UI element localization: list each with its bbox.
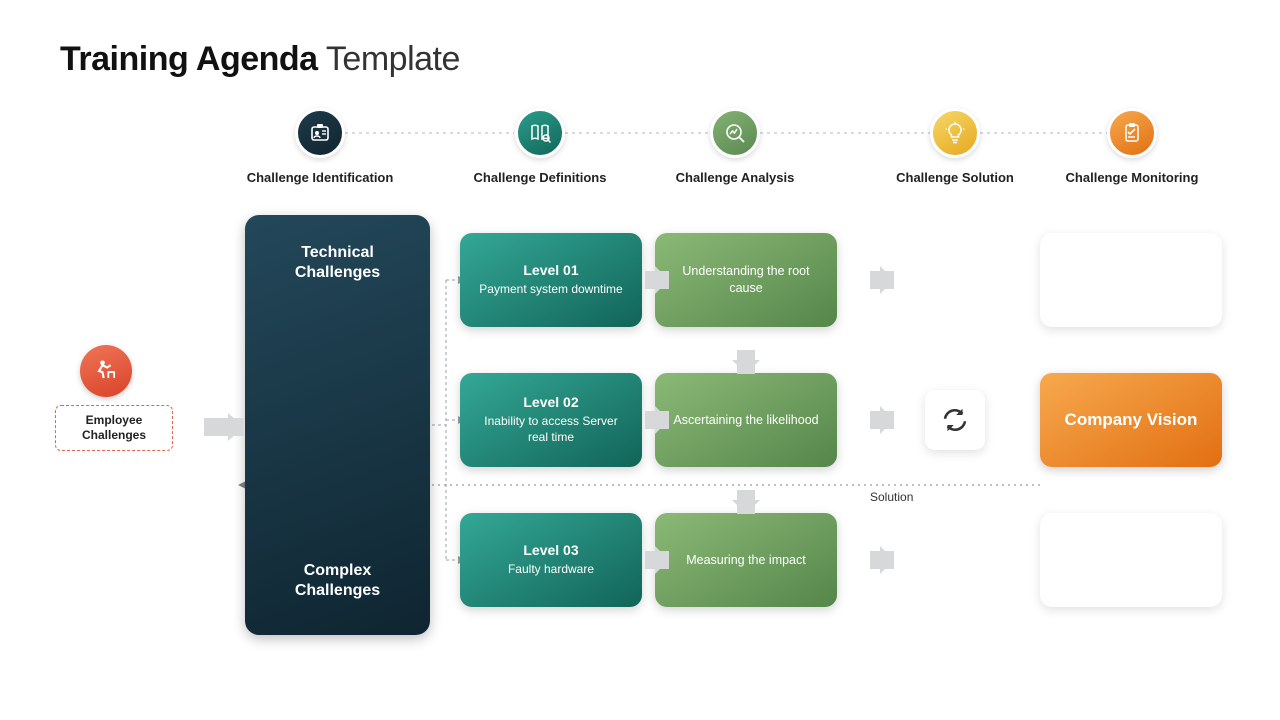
- arrow-ana-down-1: [732, 360, 760, 374]
- level-1-def: Payment system downtime: [479, 282, 622, 298]
- title-bold: Training Agenda: [60, 40, 318, 78]
- challenge-identification-column: Technical Challenges Complex Challenges: [245, 215, 430, 635]
- company-vision-card: Company Vision: [1040, 373, 1222, 467]
- level-3-def: Faulty hardware: [508, 562, 594, 578]
- stage-label-1: Challenge Identification: [230, 170, 410, 185]
- solution-label: Solution: [870, 490, 913, 504]
- stage-icon-5: [1107, 108, 1157, 158]
- clipboard-icon: [1120, 121, 1144, 145]
- hurdle-icon: [92, 357, 120, 385]
- arrow-def-ana-3: [655, 546, 669, 574]
- stage-label-2: Challenge Definitions: [450, 170, 630, 185]
- level-2-def: Inability to access Server real time: [474, 414, 628, 445]
- monitoring-card-3: [1040, 513, 1222, 607]
- level-3-title: Level 03: [523, 542, 578, 558]
- analysis-3-text: Measuring the impact: [686, 552, 806, 569]
- stage-label-4: Challenge Solution: [865, 170, 1045, 185]
- employee-challenges-box: Employee Challenges: [55, 405, 173, 451]
- arrow-def-ana-2: [655, 406, 669, 434]
- lightbulb-icon: [943, 121, 967, 145]
- stage-label-5: Challenge Monitoring: [1042, 170, 1222, 185]
- arrow-emp-to-col: [228, 413, 244, 441]
- id-badge-icon: [308, 121, 332, 145]
- stage-icon-4: [930, 108, 980, 158]
- stage-icon-3: [710, 108, 760, 158]
- complex-challenges-label: Complex Challenges: [245, 561, 430, 601]
- technical-challenges-label: Technical Challenges: [245, 243, 430, 283]
- definition-card-2: Level 02 Inability to access Server real…: [460, 373, 642, 467]
- analysis-card-2: Ascertaining the likelihood: [655, 373, 837, 467]
- employee-icon: [80, 345, 132, 397]
- arrow-def-ana-1: .arrow-r[data-name="arrow-def-ana-1"]::b…: [655, 266, 669, 294]
- stage-icon-2: [515, 108, 565, 158]
- refresh-icon: [940, 405, 970, 435]
- level-2-title: Level 02: [523, 394, 578, 410]
- company-vision-label: Company Vision: [1065, 409, 1198, 431]
- arrow-ana-down-2: [732, 500, 760, 514]
- analysis-card-1: Understanding the root cause: [655, 233, 837, 327]
- analysis-2-text: Ascertaining the likelihood: [673, 412, 818, 429]
- analysis-card-3: Measuring the impact: [655, 513, 837, 607]
- arrow-ana-out-2: [880, 406, 894, 434]
- solution-refresh-box: [925, 390, 985, 450]
- analysis-1-text: Understanding the root cause: [669, 263, 823, 297]
- definition-card-3: Level 03 Faulty hardware: [460, 513, 642, 607]
- title-light: Template: [318, 40, 460, 78]
- page-title: Training Agenda Template: [60, 40, 460, 79]
- stage-label-3: Challenge Analysis: [645, 170, 825, 185]
- definition-card-1: Level 01 Payment system downtime: [460, 233, 642, 327]
- stage-row: [260, 108, 1240, 162]
- arrow-ana-out-1: [880, 266, 894, 294]
- level-1-title: Level 01: [523, 262, 578, 278]
- monitoring-card-1: [1040, 233, 1222, 327]
- stage-icon-1: [295, 108, 345, 158]
- arrow-ana-out-3: [880, 546, 894, 574]
- magnify-chart-icon: [723, 121, 747, 145]
- book-search-icon: [528, 121, 552, 145]
